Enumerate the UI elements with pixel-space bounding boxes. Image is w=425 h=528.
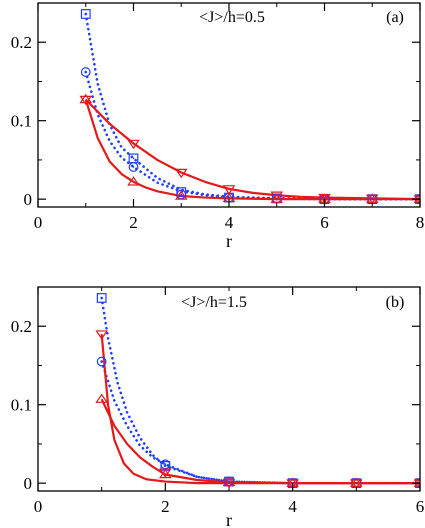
panel-label: (a) [386,9,404,26]
x-tick-label: 0 [34,497,43,516]
x-tick-label: 6 [320,213,329,232]
x-axis-title: r [226,510,232,528]
x-axis-title: r [226,231,232,251]
x-tick-label: 6 [416,497,425,516]
point-b-tri-up-2 [222,476,236,487]
x-tick-label: 4 [288,497,297,516]
point-b-tri-up-0 [95,393,108,403]
x-tick-label: 4 [225,213,234,232]
point-b-circle-0 [96,356,107,367]
series-line-a-fit-tri-down [84,98,420,201]
series-line-a-fit-square [84,12,420,201]
series-points-a-tri-down [79,95,420,205]
point-a-circle-1-dot [132,166,135,168]
point-a-tri-up-6 [365,193,379,203]
series-line-b-fit-tri-up [100,398,420,485]
point-a-circle-2-dot [180,193,183,196]
point-b-circle-2-dot [228,480,230,483]
point-b-tri-down-5 [413,479,420,489]
point-b-tri-down-2 [222,478,236,489]
point-a-circle-3-dot [228,196,230,199]
axes-frame [37,286,421,492]
point-a-tri-down-2 [174,168,188,179]
point-b-square-0 [96,293,107,303]
point-b-tri-up-4 [350,477,363,487]
point-b-circle-1-dot [164,463,167,466]
series-line-b-fit-tri-down [100,333,420,485]
point-a-circle-0-dot [84,71,87,73]
x-tick-label: 2 [129,213,138,232]
x-tick-label: 8 [416,213,425,232]
series-points-b-circle [96,356,420,489]
plot-area [95,293,420,489]
chart-panel-b: 0 2 4 6 0 0.1 0.2 r <J>/h=1.5 (b) [11,286,425,528]
point-a-tri-up-0 [79,93,93,104]
series-points-b-tri-down [95,330,420,489]
point-a-square-1-dot [132,157,135,160]
y-tick-label: 0.1 [11,112,32,131]
y-tick-label: 0.2 [11,317,32,336]
point-a-circle-6-dot [371,198,374,201]
point-b-square-0-dot [100,297,103,299]
point-a-tri-up-7 [413,193,420,203]
point-b-circle-4-dot [355,482,358,485]
series-points-b-square [96,293,420,489]
point-b-tri-down-0 [95,330,108,340]
x-tick-label: 0 [34,213,43,232]
point-a-tri-down-3 [222,185,236,195]
point-b-tri-down-4 [350,479,363,489]
point-b-circle-0-dot [100,360,103,363]
point-a-tri-down-7 [413,195,420,205]
point-a-tri-up-4 [270,193,284,203]
point-a-square-0 [80,9,91,19]
series-points-b-tri-up [95,393,420,487]
point-b-tri-down-3 [286,479,299,489]
point-a-tri-down-0 [79,95,93,106]
chart-panel-a: 0 2 4 6 8 0 0.1 0.2 r <J>/h=0.5 (a) [11,2,425,251]
axes-frame [37,2,421,208]
point-a-tri-up-2 [174,190,188,200]
x-tick-label: 2 [161,497,170,516]
y-tick-label: 0.2 [11,33,32,52]
series-points-a-square [80,9,420,205]
point-b-square-1-dot [164,464,167,467]
panel-annotation: <J>/h=1.5 [181,294,247,311]
point-a-tri-up-1 [127,176,140,186]
point-b-tri-up-5 [413,477,420,487]
series-line-a-fit-tri-up [84,99,420,201]
plot-area [79,9,420,205]
point-a-tri-down-1 [127,139,140,150]
point-a-tri-down-4 [270,191,284,201]
point-a-square-0-dot [84,13,87,15]
point-a-circle-0 [80,67,91,77]
point-a-circle-1 [128,162,139,172]
point-b-tri-up-1 [159,468,172,479]
y-tick-label: 0 [24,474,33,493]
series-points-a-tri-up [79,93,420,203]
y-tick-label: 0 [24,190,33,209]
panel-label: (b) [386,294,405,311]
panel-annotation: <J>/h=0.5 [199,9,265,26]
point-a-square-2 [176,187,187,197]
series-points-a-circle [80,67,420,205]
y-tick-label: 0.1 [11,396,32,415]
